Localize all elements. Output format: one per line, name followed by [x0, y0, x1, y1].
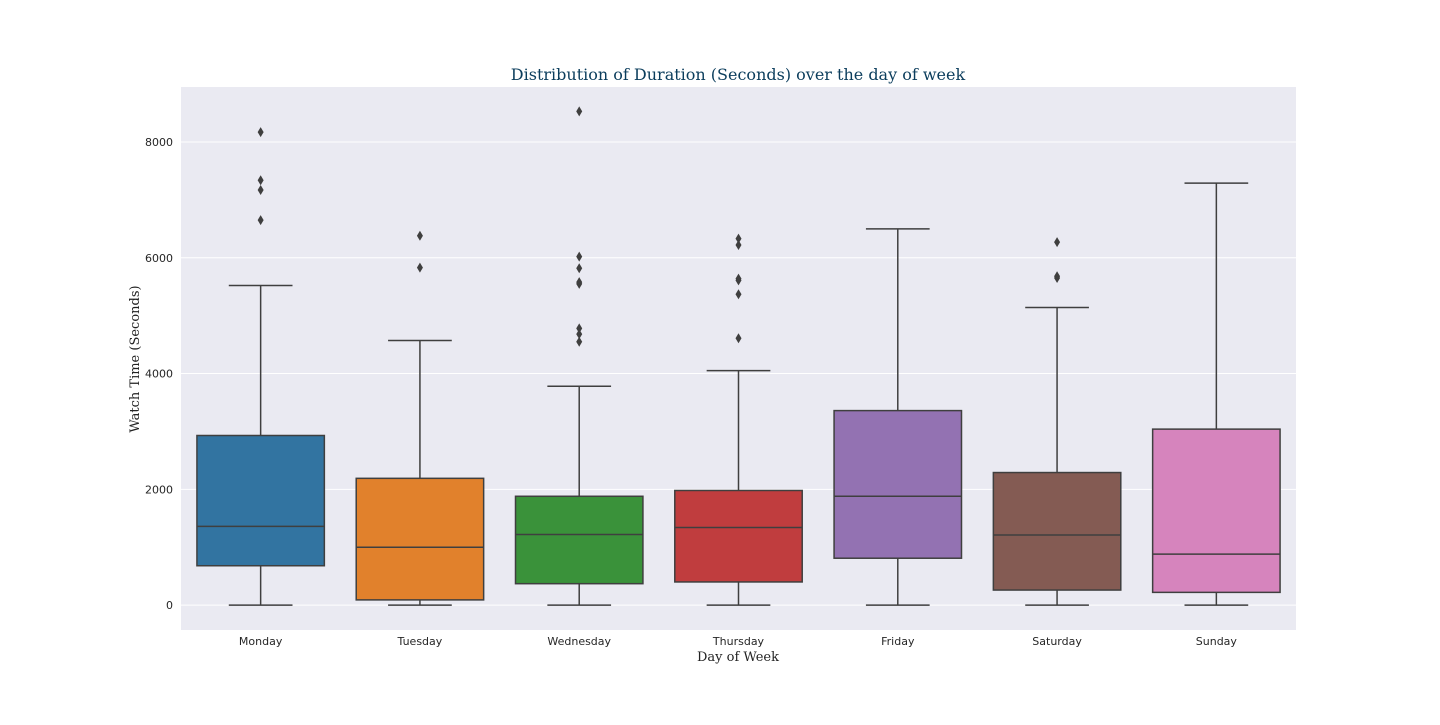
y-axis-label: Watch Time (Seconds): [128, 285, 143, 432]
outlier-point-monday-2: [257, 175, 264, 186]
outlier-point-wednesday-7: [576, 106, 583, 117]
box-tuesday: [355, 477, 485, 601]
box-sunday: [1151, 428, 1281, 594]
y-tick-label-8000: 8000: [145, 136, 173, 149]
box-group-saturday: [992, 237, 1122, 606]
box-group-monday: [196, 127, 326, 606]
outlier-point-tuesday-0: [416, 262, 423, 273]
outlier-point-wednesday-5: [576, 263, 583, 274]
box-group-thursday: [674, 233, 803, 606]
outlier-point-wednesday-1: [576, 329, 583, 340]
outlier-point-wednesday-4: [576, 277, 583, 288]
outlier-point-wednesday-6: [576, 251, 583, 262]
chart-title: Distribution of Duration (Seconds) over …: [511, 65, 966, 84]
box-group-sunday: [1151, 182, 1281, 606]
outlier-point-monday-0: [257, 215, 264, 226]
x-axis-label: Day of Week: [697, 650, 779, 665]
outlier-point-saturday-2: [1054, 237, 1061, 248]
outlier-point-monday-1: [257, 185, 264, 196]
x-tick-label-saturday: Saturday: [1032, 635, 1082, 648]
box-wednesday: [514, 495, 644, 585]
outlier-point-thursday-0: [735, 333, 742, 344]
box-friday: [833, 409, 963, 559]
outlier-point-thursday-5: [735, 233, 742, 244]
x-tick-labels: Monday Tuesday Wednesday Thursday Friday Satu…: [239, 635, 1237, 648]
outlier-point-thursday-4: [735, 240, 742, 251]
x-tick-label-thursday: Thursday: [712, 635, 765, 648]
outlier-point-thursday-1: [735, 289, 742, 300]
x-tick-label-friday: Friday: [881, 635, 915, 648]
y-tick-label-6000: 6000: [145, 252, 173, 265]
outlier-point-wednesday-2: [576, 323, 583, 334]
outlier-point-monday-3: [257, 127, 264, 138]
box-saturday: [992, 471, 1122, 591]
outlier-point-tuesday-1: [416, 230, 423, 241]
box-group-wednesday: [514, 106, 644, 606]
x-tick-label-sunday: Sunday: [1196, 635, 1238, 648]
box-group-tuesday: [355, 230, 485, 606]
y-tick-label-4000: 4000: [145, 368, 173, 381]
outlier-point-thursday-3: [735, 273, 742, 284]
y-tick-label-2000: 2000: [145, 483, 173, 496]
x-tick-label-wednesday: Wednesday: [547, 635, 611, 648]
y-tick-label-0: 0: [166, 599, 173, 612]
boxes: [196, 106, 1281, 606]
y-tick-labels: 0 2000 4000 6000 8000: [145, 136, 173, 612]
outlier-point-saturday-1: [1054, 271, 1061, 282]
box-group-friday: [833, 228, 963, 606]
x-tick-label-monday: Monday: [239, 635, 283, 648]
box-thursday: [674, 489, 803, 583]
x-tick-label-tuesday: Tuesday: [397, 635, 443, 648]
outlier-point-wednesday-0: [576, 336, 583, 347]
box-monday: [196, 434, 326, 567]
